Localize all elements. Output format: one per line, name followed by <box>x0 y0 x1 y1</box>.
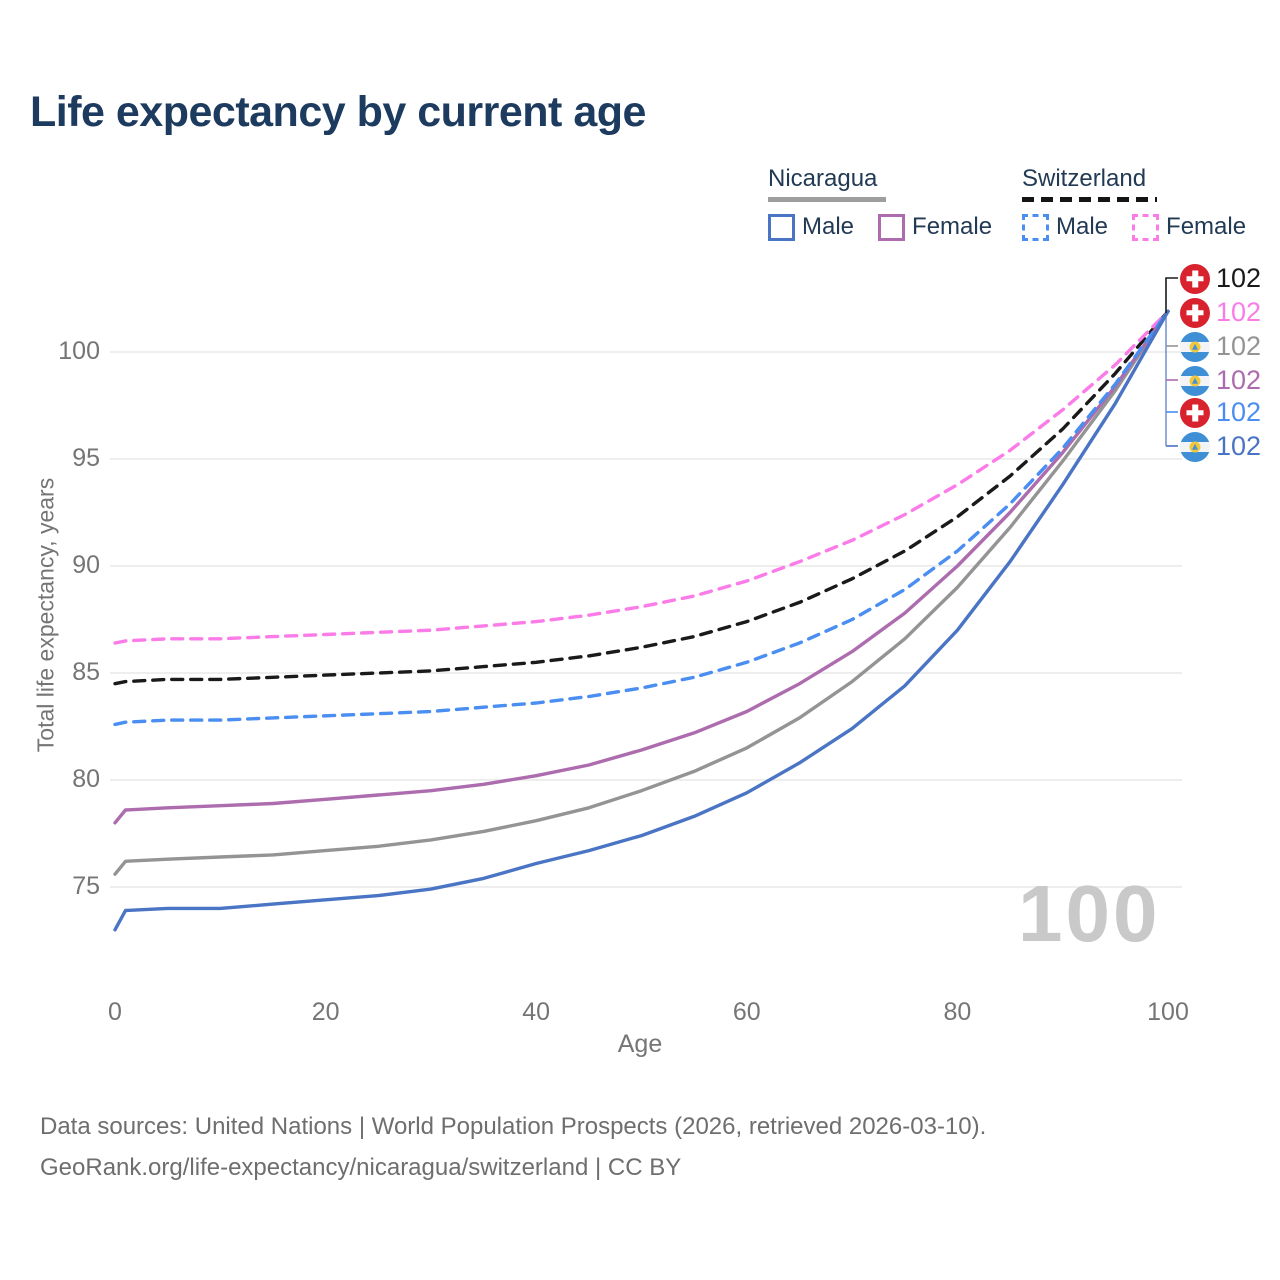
nicaragua-solid-line-sample <box>768 197 886 202</box>
nicaragua-female-swatch-icon <box>878 213 906 241</box>
legend-item-label: Male <box>1056 213 1109 240</box>
nicaragua-flag-icon <box>1180 431 1210 462</box>
end-label-value: 102 <box>1216 365 1262 395</box>
x-tick-label: 60 <box>732 998 761 1026</box>
series-line-nicaragua_total[interactable] <box>113 309 1170 876</box>
x-axis-title: Age <box>617 1030 663 1058</box>
nicaragua-male-swatch-icon <box>768 213 795 241</box>
end-label-switzerland_male: 102 <box>1180 397 1261 428</box>
end-label-value: 102 <box>1216 331 1262 361</box>
end-label-nicaragua_female: 102 <box>1180 365 1261 396</box>
end-label-switzerland_total: 102 <box>1180 263 1261 294</box>
switzerland-flag-icon <box>1180 297 1210 328</box>
switzerland-flag-icon <box>1180 397 1210 428</box>
series-line-nicaragua_female[interactable] <box>113 309 1170 825</box>
y-tick-label: 75 <box>72 872 100 900</box>
leader-line <box>1165 277 1178 313</box>
legend-item-label: Female <box>912 213 993 240</box>
y-axis-title: Total life expectancy, years <box>32 477 59 753</box>
legend-group-switzerland: Switzerland Male Female <box>1022 165 1246 241</box>
x-tick-label: 0 <box>108 998 122 1026</box>
footer-url-line: GeoRank.org/life-expectancy/nicaragua/sw… <box>40 1154 682 1181</box>
end-label-switzerland_female: 102 <box>1180 297 1261 328</box>
end-label-nicaragua_male: 102 <box>1180 431 1261 462</box>
footer: Data sources: United Nations | World Pop… <box>40 1106 986 1188</box>
end-label-value: 102 <box>1216 297 1262 327</box>
legend-country-switzerland[interactable]: Switzerland <box>1022 165 1147 192</box>
switzerland-flag-icon <box>1180 263 1210 294</box>
legend-item-nicaragua-female[interactable]: Female <box>878 213 992 241</box>
series-line-switzerland_male[interactable] <box>113 309 1170 727</box>
footer-source-line: Data sources: United Nations | World Pop… <box>40 1113 987 1140</box>
series-line-switzerland_female[interactable] <box>113 309 1170 645</box>
legend-item-label: Male <box>802 213 855 240</box>
switzerland-male-swatch-icon <box>1022 213 1049 241</box>
y-tick-label: 95 <box>72 444 100 472</box>
legend-group-nicaragua: Nicaragua Male Female <box>768 165 992 241</box>
y-tick-label: 100 <box>58 337 100 365</box>
legend-item-label: Female <box>1166 213 1247 240</box>
x-tick-label: 40 <box>522 998 551 1026</box>
legend-item-nicaragua-male[interactable]: Male <box>768 213 854 241</box>
y-tick-label: 85 <box>72 658 100 686</box>
end-label-nicaragua_total: 102 <box>1180 331 1261 362</box>
legend-item-switzerland-male[interactable]: Male <box>1022 213 1108 241</box>
end-label-value: 102 <box>1216 397 1262 427</box>
nicaragua-flag-icon <box>1180 365 1210 396</box>
age-watermark: 100 <box>1018 869 1161 958</box>
switzerland-dashed-line-sample <box>1022 197 1157 202</box>
x-tick-label: 80 <box>943 998 972 1026</box>
series-line-nicaragua_male[interactable] <box>113 309 1170 932</box>
switzerland-female-swatch-icon <box>1132 213 1160 241</box>
end-label-value: 102 <box>1216 263 1262 293</box>
y-tick-label: 80 <box>72 765 100 793</box>
y-tick-label: 90 <box>72 551 100 579</box>
page-title: Life expectancy by current age <box>30 88 646 136</box>
series-line-switzerland_total[interactable] <box>113 309 1170 686</box>
nicaragua-flag-icon <box>1180 331 1210 362</box>
legend-country-nicaragua[interactable]: Nicaragua <box>768 165 878 192</box>
end-label-value: 102 <box>1216 431 1262 461</box>
x-tick-label: 100 <box>1147 998 1189 1026</box>
x-tick-label: 20 <box>311 998 340 1026</box>
legend-item-switzerland-female[interactable]: Female <box>1132 213 1246 241</box>
